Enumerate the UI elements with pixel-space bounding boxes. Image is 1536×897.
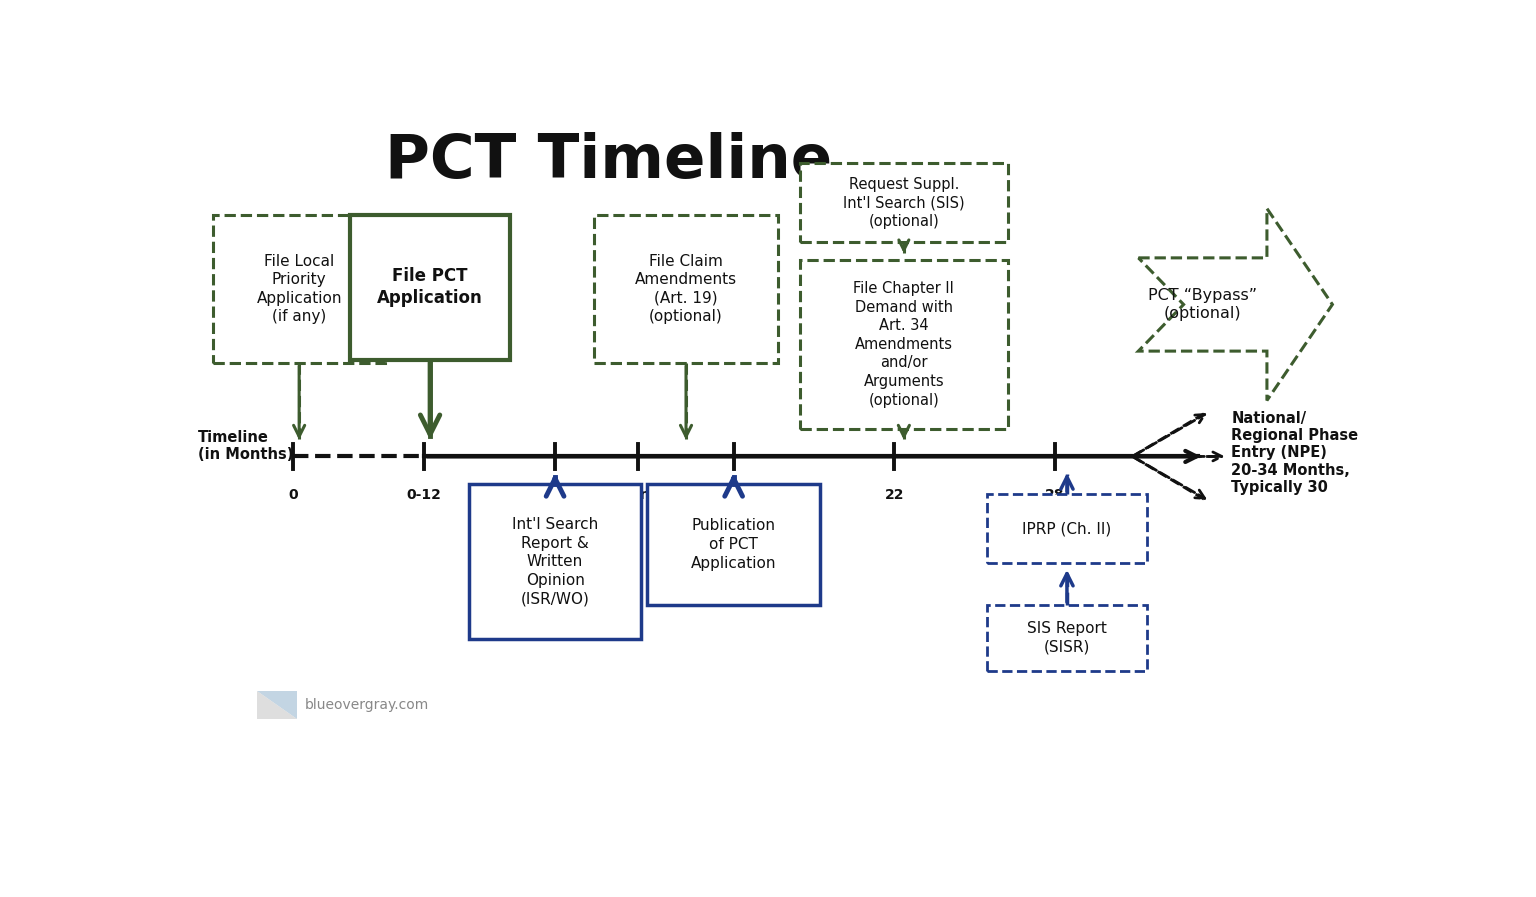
Text: 0-12: 0-12 (407, 488, 441, 501)
Text: Timeline
(in Months): Timeline (in Months) (198, 430, 293, 462)
Text: IPRP (Ch. II): IPRP (Ch. II) (1023, 521, 1112, 536)
Text: File PCT
Application: File PCT Application (378, 267, 482, 308)
Text: PCT Timeline: PCT Timeline (386, 132, 833, 191)
Bar (594, 214, 779, 363)
Bar (986, 494, 1147, 563)
Text: 18: 18 (723, 488, 743, 501)
Text: File Claim
Amendments
(Art. 19)
(optional): File Claim Amendments (Art. 19) (optiona… (634, 254, 737, 325)
Text: PCT “Bypass”
(optional): PCT “Bypass” (optional) (1147, 288, 1256, 321)
Text: 28: 28 (1046, 488, 1064, 501)
Text: 12-16: 12-16 (533, 488, 578, 501)
Bar (986, 605, 1147, 671)
Polygon shape (258, 692, 296, 718)
Bar (214, 214, 386, 363)
Text: National/
Regional Phase
Entry (NPE)
20-34 Months,
Typically 30: National/ Regional Phase Entry (NPE) 20-… (1232, 411, 1358, 495)
Text: File Chapter II
Demand with
Art. 34
Amendments
and/or
Arguments
(optional): File Chapter II Demand with Art. 34 Amen… (854, 281, 954, 407)
Text: blueovergray.com: blueovergray.com (306, 698, 430, 712)
Bar (350, 214, 510, 360)
Text: 0: 0 (289, 488, 298, 501)
Text: File Local
Priority
Application
(if any): File Local Priority Application (if any) (257, 254, 343, 325)
Text: Request Suppl.
Int'l Search (SIS)
(optional): Request Suppl. Int'l Search (SIS) (optio… (843, 177, 965, 229)
Text: SIS Report
(SISR): SIS Report (SISR) (1028, 621, 1107, 655)
Bar (800, 163, 1008, 242)
Polygon shape (1138, 208, 1332, 400)
Bar (647, 484, 820, 605)
Bar (800, 259, 1008, 429)
Bar (468, 484, 642, 640)
Text: 22: 22 (885, 488, 905, 501)
Text: 2 Months
from ISR: 2 Months from ISR (602, 488, 674, 518)
Text: Publication
of PCT
Application: Publication of PCT Application (691, 518, 776, 570)
Polygon shape (258, 692, 296, 718)
Text: Int'l Search
Report &
Written
Opinion
(ISR/WO): Int'l Search Report & Written Opinion (I… (511, 517, 598, 606)
